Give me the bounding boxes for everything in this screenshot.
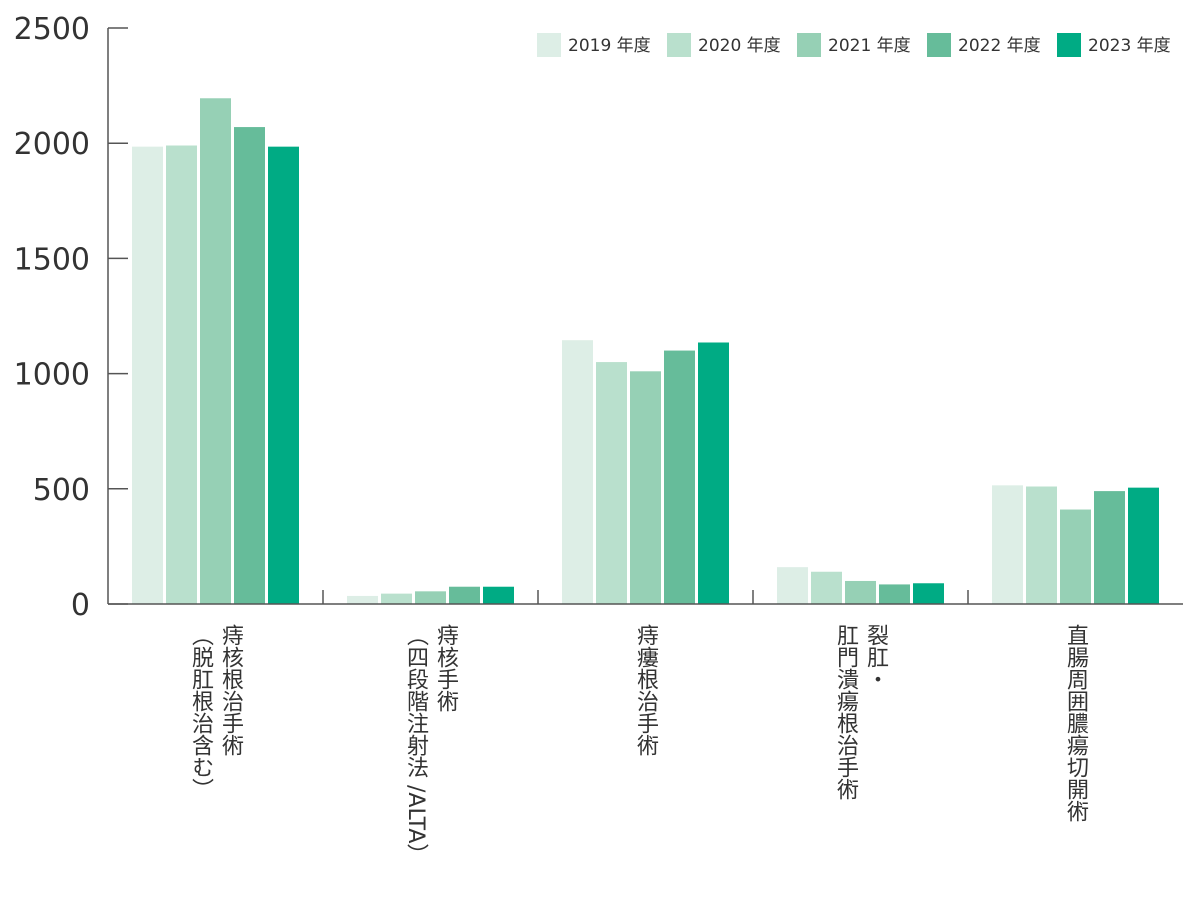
- bar: [562, 340, 593, 604]
- legend-label: 2020 年度: [698, 36, 781, 56]
- y-tick-label: 500: [33, 473, 90, 508]
- bar: [381, 593, 412, 604]
- bar: [166, 145, 197, 604]
- category-label: 直腸周囲膿瘍切開術: [1063, 624, 1089, 822]
- y-tick-label: 2000: [14, 127, 90, 162]
- legend-label: 2022 年度: [958, 36, 1041, 56]
- category-label: 痔核根治手術: [218, 624, 244, 756]
- bar: [415, 591, 446, 604]
- bar: [913, 583, 944, 604]
- y-tick-group: 0 500 1000 1500 2000 2500: [14, 12, 128, 623]
- bar: [483, 586, 514, 604]
- bar: [596, 362, 627, 604]
- bar: [449, 586, 480, 604]
- category-label: 肛門潰瘍根治手術: [833, 624, 859, 800]
- bar: [879, 584, 910, 604]
- bar: [347, 595, 378, 604]
- category-label: 裂肛・: [863, 624, 889, 690]
- legend-swatch: [927, 33, 951, 57]
- bars-group: [132, 98, 1159, 605]
- bar: [777, 567, 808, 604]
- category-label: 痔瘻根治手術: [633, 624, 659, 756]
- y-tick-label: 2500: [14, 12, 90, 47]
- x-tick-group: [322, 590, 969, 604]
- legend-label: 2019 年度: [568, 36, 651, 56]
- legend-swatch: [797, 33, 821, 57]
- bar: [268, 146, 299, 604]
- category-label: （脱肛根治含む）: [188, 624, 214, 800]
- bar: [664, 350, 695, 604]
- legend: 2019 年度 2020 年度 2021 年度 2022 年度 2023 年度: [537, 33, 1171, 57]
- bar: [1128, 487, 1159, 604]
- legend-swatch: [537, 33, 561, 57]
- legend-label: 2021 年度: [828, 36, 911, 56]
- bar: [992, 485, 1023, 604]
- y-tick-label: 1500: [14, 242, 90, 277]
- category-labels: 痔核根治手術（脱肛根治含む） 痔核手術（四段階注射法 /ALTA） 痔瘻根治手術 裂肛…: [188, 624, 1089, 865]
- bar: [811, 571, 842, 604]
- legend-swatch: [667, 33, 691, 57]
- legend-swatch: [1057, 33, 1081, 57]
- bar: [1026, 486, 1057, 604]
- bar: [234, 127, 265, 605]
- y-tick-label: 1000: [14, 358, 90, 393]
- bar: [698, 342, 729, 604]
- bar: [1060, 509, 1091, 604]
- bar: [845, 580, 876, 604]
- axes-group: [107, 28, 1183, 605]
- y-tick-label: 0: [71, 588, 90, 623]
- bar: [132, 146, 163, 604]
- category-label: 痔核手術: [433, 624, 459, 712]
- category-label: （四段階注射法 /ALTA）: [403, 624, 429, 865]
- legend-label: 2023 年度: [1088, 36, 1171, 56]
- bar: [200, 98, 231, 604]
- bar: [630, 371, 661, 604]
- bar: [1094, 491, 1125, 604]
